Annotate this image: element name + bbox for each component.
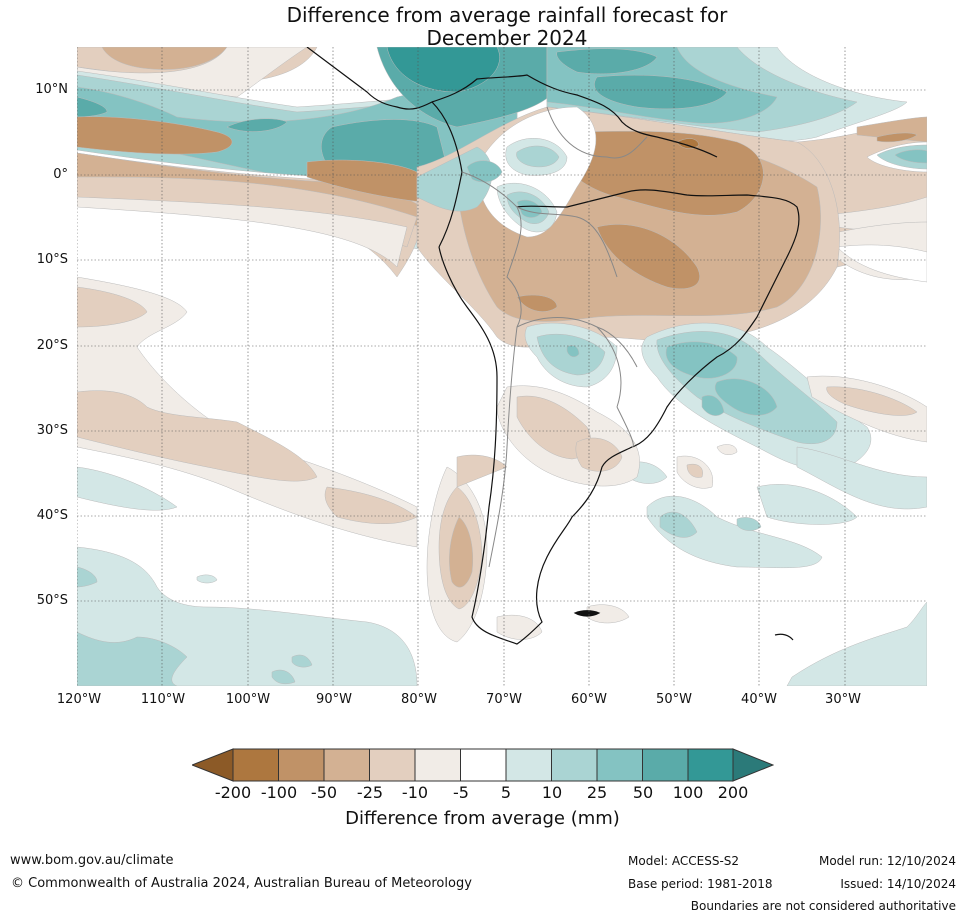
rainfall-anomaly-map	[77, 47, 927, 686]
contour-brazil-dry	[416, 106, 840, 348]
colorbar-swatch	[414, 748, 461, 782]
colorbar-swatch	[323, 748, 370, 782]
model-name: Model: ACCESS-S2	[628, 854, 740, 868]
colorbar-swatch	[278, 748, 325, 782]
lon-label-30w: 30°W	[825, 692, 861, 707]
colorbar-swatch	[232, 748, 279, 782]
lon-label-40w: 40°W	[741, 692, 777, 707]
lat-label-40s: 40°S	[36, 508, 68, 523]
south-america-outline	[438, 189, 800, 645]
lon-label-70w: 70°W	[486, 692, 522, 707]
colorbar-tick: 50	[632, 783, 654, 802]
base-period: Base period: 1981-2018	[628, 877, 773, 891]
colorbar-tick: -25	[356, 783, 384, 802]
lon-label-80w: 80°W	[401, 692, 437, 707]
contour-east-atlantic-dry	[676, 375, 927, 489]
colorbar-tick: 25	[586, 783, 608, 802]
colorbar-tick: -10	[401, 783, 429, 802]
chart-title: Difference from average rainfall forecas…	[0, 4, 965, 50]
colorbar-tick: -50	[310, 783, 338, 802]
south-georgia	[774, 633, 794, 641]
colorbar-swatch	[460, 748, 507, 782]
colorbar-swatch	[642, 748, 689, 782]
colorbar-tick: -200	[214, 783, 252, 802]
colorbar	[192, 748, 774, 782]
colorbar-label: Difference from average (mm)	[345, 808, 620, 829]
graticule	[77, 47, 927, 686]
model-run-date: Model run: 12/10/2024	[818, 854, 956, 868]
contour-south-atlantic	[646, 446, 927, 686]
colorbar-tick: -5	[453, 783, 469, 802]
issued-date: Issued: 14/10/2024	[840, 877, 956, 891]
falklands	[573, 610, 601, 617]
lon-label-60w: 60°W	[571, 692, 607, 707]
title-line-2: December 2024	[426, 26, 588, 50]
lat-label-0: 0°	[53, 167, 68, 182]
colorbar-tick: 10	[541, 783, 563, 802]
colorbar-tick: 5	[500, 783, 512, 802]
contour-se-brazil-wet	[524, 322, 872, 484]
contour-south-dry	[426, 385, 640, 643]
colorbar-swatch	[551, 748, 598, 782]
contour-south-pacific	[77, 276, 508, 686]
colorbar-swatch	[687, 748, 734, 782]
lat-label-10n: 10°N	[35, 82, 68, 97]
copyright-text: © Commonwealth of Australia 2024, Austra…	[11, 876, 472, 891]
colorbar-extend-min	[192, 748, 234, 782]
country-borders	[461, 106, 648, 568]
colorbar-extend-max	[732, 748, 774, 782]
contour-north-pacific	[77, 47, 558, 278]
colorbar-swatch	[596, 748, 643, 782]
lon-label-120w: 120°W	[56, 692, 102, 707]
colorbar-tick: 200	[717, 783, 749, 802]
lon-label-50w: 50°W	[656, 692, 692, 707]
lat-label-10s: 10°S	[36, 252, 68, 267]
lat-label-20s: 20°S	[36, 338, 68, 353]
coastlines	[306, 47, 800, 645]
lat-label-30s: 30°S	[36, 423, 68, 438]
lon-label-90w: 90°W	[316, 692, 352, 707]
colorbar-tick: 100	[672, 783, 704, 802]
caribbean-coast	[431, 74, 718, 158]
title-line-1: Difference from average rainfall forecas…	[286, 3, 728, 27]
website-link[interactable]: www.bom.gov.au/climate	[10, 853, 174, 868]
lon-label-100w: 100°W	[225, 692, 271, 707]
colorbar-swatch	[369, 748, 416, 782]
colorbar-tick: -100	[260, 783, 298, 802]
colorbar-swatch	[505, 748, 552, 782]
lat-label-50s: 50°S	[36, 593, 68, 608]
boundaries-disclaimer: Boundaries are not considered authoritat…	[690, 899, 956, 913]
lon-label-110w: 110°W	[140, 692, 186, 707]
central-america-coast	[306, 47, 463, 248]
